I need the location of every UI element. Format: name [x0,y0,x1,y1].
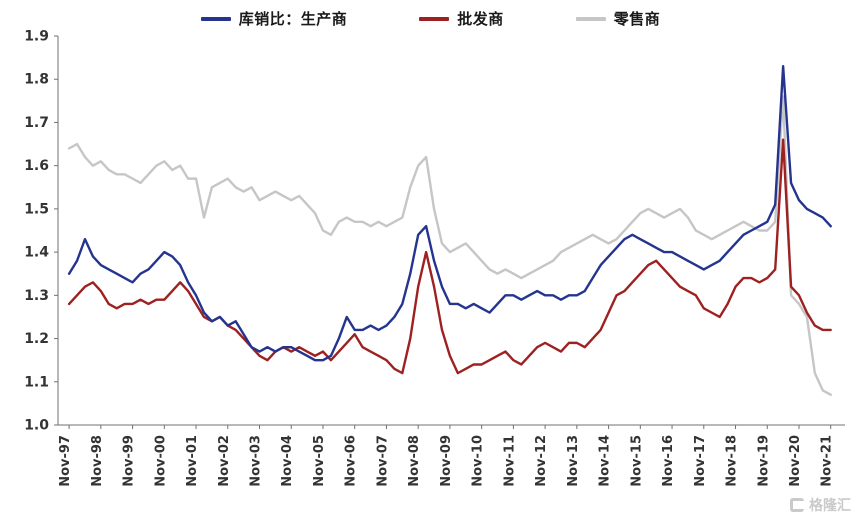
y-tick-label: 1.3 [24,288,49,304]
y-tick-label: 1.6 [24,158,49,174]
legend-label-manufacturers: 库销比：生产商 [238,10,348,28]
x-tick-label: Nov-15 [629,435,644,487]
watermark: 格隆汇 [790,495,851,515]
x-tick-label: Nov-14 [598,435,613,487]
legend-label-retailers: 零售商 [613,10,661,28]
y-tick-label: 1.5 [24,201,49,217]
x-tick-label: Nov-19 [756,435,771,487]
watermark-text: 格隆汇 [809,498,851,514]
x-tick-label: Nov-07 [375,435,390,487]
x-tick-label: Nov-00 [153,435,168,487]
x-tick-label: Nov-04 [280,435,295,487]
y-tick-label: 1.7 [24,115,49,131]
x-tick-label: Nov-10 [471,435,486,487]
x-tick-label: Nov-02 [217,435,232,487]
x-tick-label: Nov-13 [566,435,581,487]
x-tick-label: Nov-09 [439,435,454,487]
x-tick-label: Nov-01 [185,435,200,487]
x-tick-label: Nov-18 [725,435,740,487]
y-tick-label: 1.9 [24,29,49,45]
series-line-0 [67,65,832,362]
series-line-2 [67,95,832,396]
y-tick-label: 1.4 [24,245,49,261]
x-tick-label: Nov-11 [502,435,517,487]
y-tick-label: 1.8 [24,72,49,88]
x-tick-label: Nov-16 [661,435,676,487]
legend-item-wholesalers[interactable]: 批发商 [419,8,504,29]
x-tick-label: Nov-03 [249,435,264,487]
x-tick-label: Nov-20 [788,435,803,487]
x-tick-label: Nov-97 [58,435,73,487]
x-tick-label: Nov-05 [312,435,327,487]
y-tick-label: 1.1 [24,374,49,390]
legend-item-manufacturers[interactable]: 库销比：生产商 [200,8,348,29]
legend-item-retailers[interactable]: 零售商 [575,8,661,29]
series-line-1 [67,138,832,375]
x-tick-label: Nov-08 [407,435,422,487]
manufacturers-line-swatch [200,16,231,21]
chart-legend: 库销比：生产商 批发商 零售商 [0,8,861,29]
retailers-line-swatch [575,16,606,21]
y-tick-label: 1.0 [24,418,49,434]
wholesalers-line-swatch [419,16,450,21]
x-tick-label: Nov-17 [693,435,708,487]
x-tick-label: Nov-98 [90,435,105,487]
y-tick-label: 1.2 [24,331,49,347]
x-tick-label: Nov-21 [820,435,835,487]
legend-label-wholesalers: 批发商 [457,10,504,28]
x-tick-label: Nov-12 [534,435,549,487]
x-tick-label: Nov-99 [122,435,137,487]
watermark-logo-icon [790,498,804,512]
x-tick-label: Nov-06 [344,435,359,487]
